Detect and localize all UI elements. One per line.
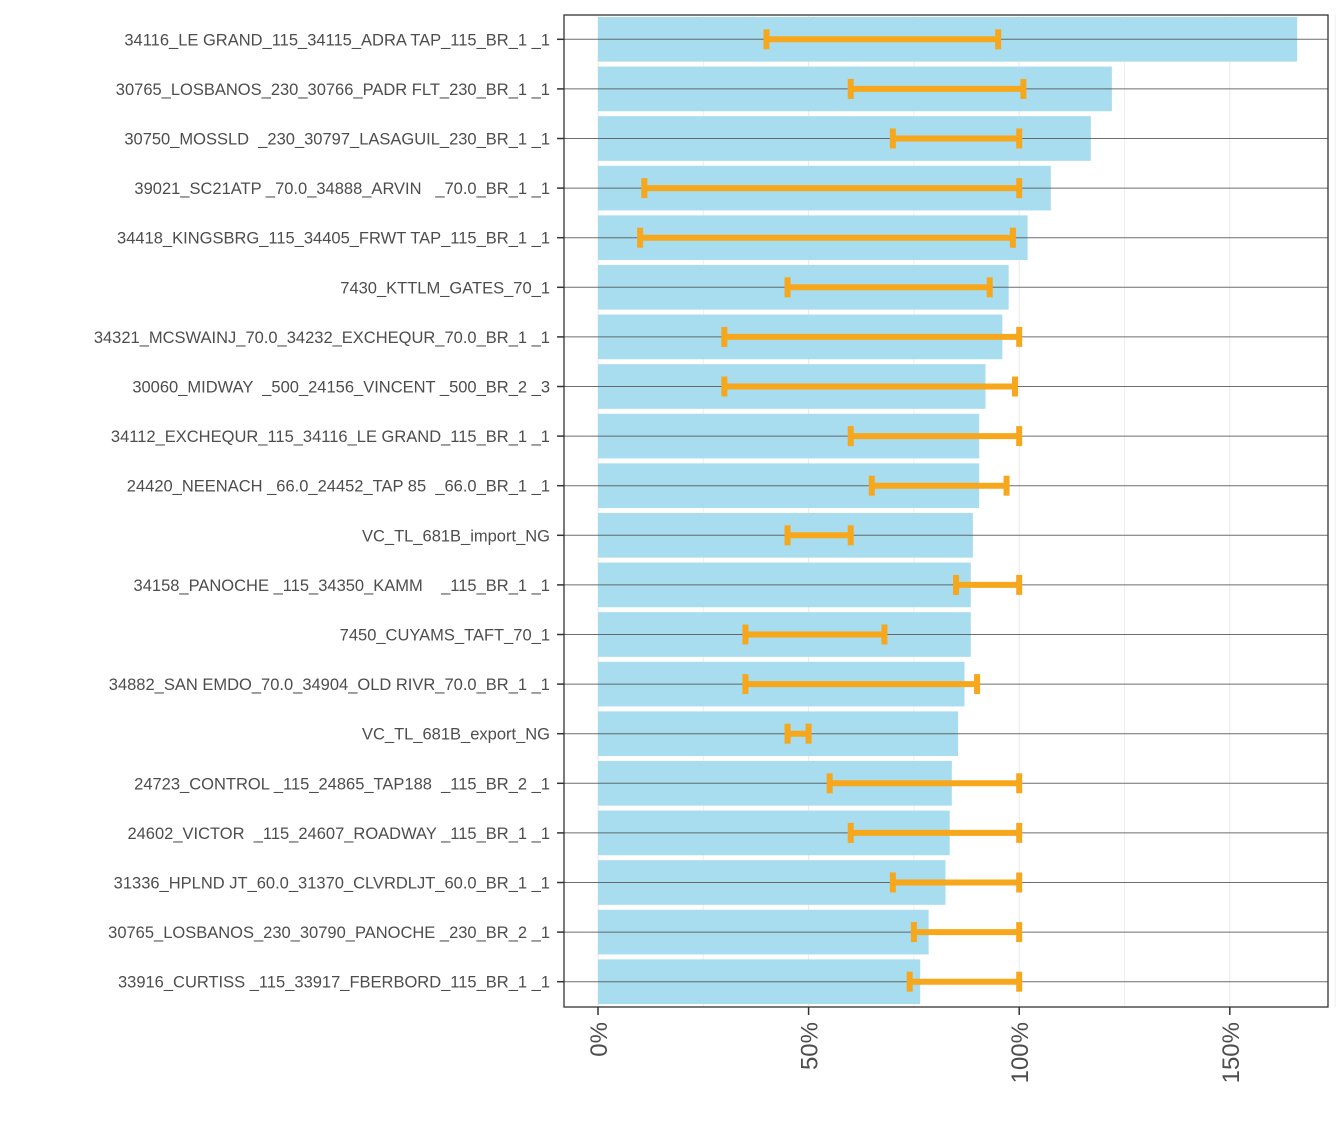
errorbar <box>889 872 1023 893</box>
y-tick-label: 33916_CURTISS _115_33917_FBERBORD_115_BR… <box>118 974 550 992</box>
errorbar <box>721 326 1023 347</box>
errorbar <box>641 178 1023 199</box>
errorbar <box>721 376 1018 397</box>
x-tick-label: 100% <box>1007 1022 1034 1083</box>
errorbar <box>847 822 1023 843</box>
y-tick-label: 34882_SAN EMDO_70.0_34904_OLD RIVR_70.0_… <box>109 676 550 694</box>
errorbar <box>784 277 993 298</box>
y-tick-label: 34418_KINGSBRG_115_34405_FRWT TAP_115_BR… <box>117 230 550 248</box>
y-tick-label: 24723_CONTROL _115_24865_TAP188 _115_BR_… <box>134 775 550 793</box>
errorbar <box>953 574 1023 595</box>
y-tick-label: VC_TL_681B_import_NG <box>362 527 550 545</box>
y-tick-label: 34158_PANOCHE _115_34350_KAMM _115_BR_1 … <box>134 577 550 595</box>
errorbar <box>847 426 1023 447</box>
y-tick-label: 24420_NEENACH _66.0_24452_TAP 85 _66.0_B… <box>127 478 550 496</box>
y-tick-label: 39021_SC21ATP _70.0_34888_ARVIN _70.0_BR… <box>134 180 550 198</box>
errorbar <box>826 773 1023 794</box>
y-tick-label: 30765_LOSBANOS_230_30790_PANOCHE _230_BR… <box>108 924 550 942</box>
errorbar <box>847 78 1027 99</box>
y-tick-label: 7430_KTTLM_GATES_70_1 <box>340 279 550 297</box>
errorbar <box>763 29 1002 50</box>
errorbars-layer <box>637 29 1027 992</box>
errorbar <box>784 723 812 744</box>
x-axis: 0% 50% 100% 150% <box>586 1007 1245 1083</box>
y-tick-label: 24602_VICTOR _115_24607_ROADWAY _115_BR_… <box>127 825 550 843</box>
y-tick-label: 34112_EXCHEQUR_115_34116_LE GRAND_115_BR… <box>111 428 550 446</box>
errorbar <box>742 674 981 695</box>
x-tick-label: 0% <box>586 1022 613 1057</box>
x-tick-label: 50% <box>797 1022 824 1070</box>
errorbar <box>910 922 1023 943</box>
y-tick-label: 31336_HPLND JT_60.0_31370_CLVRDLJT_60.0_… <box>114 875 550 893</box>
y-tick-label: VC_TL_681B_export_NG <box>362 726 550 744</box>
y-tick-label: 34321_MCSWAINJ_70.0_34232_EXCHEQUR_70.0_… <box>94 329 550 347</box>
errorbar <box>868 475 1010 496</box>
grid-layer <box>597 15 1336 1007</box>
errorbar <box>889 128 1023 149</box>
errorbar <box>637 227 1016 248</box>
y-axis: 34116_LE GRAND_115_34115_ADRA TAP_115_BR… <box>94 31 564 992</box>
y-tick-label: 34116_LE GRAND_115_34115_ADRA TAP_115_BR… <box>124 31 550 49</box>
y-tick-label: 7450_CUYAMS_TAFT_70_1 <box>340 627 550 645</box>
panel-border <box>563 14 1329 1008</box>
y-tick-label: 30765_LOSBANOS_230_30766_PADR FLT_230_BR… <box>116 81 550 99</box>
x-tick-label: 150% <box>1218 1022 1245 1083</box>
errorbar <box>906 971 1023 992</box>
errorbar <box>742 624 888 645</box>
y-tick-label: 30750_MOSSLD _230_30797_LASAGUIL_230_BR_… <box>124 131 550 149</box>
y-tick-label: 30060_MIDWAY _500_24156_VINCENT _500_BR_… <box>132 379 550 397</box>
bars-layer <box>598 16 1298 1005</box>
errorbar <box>784 525 854 546</box>
